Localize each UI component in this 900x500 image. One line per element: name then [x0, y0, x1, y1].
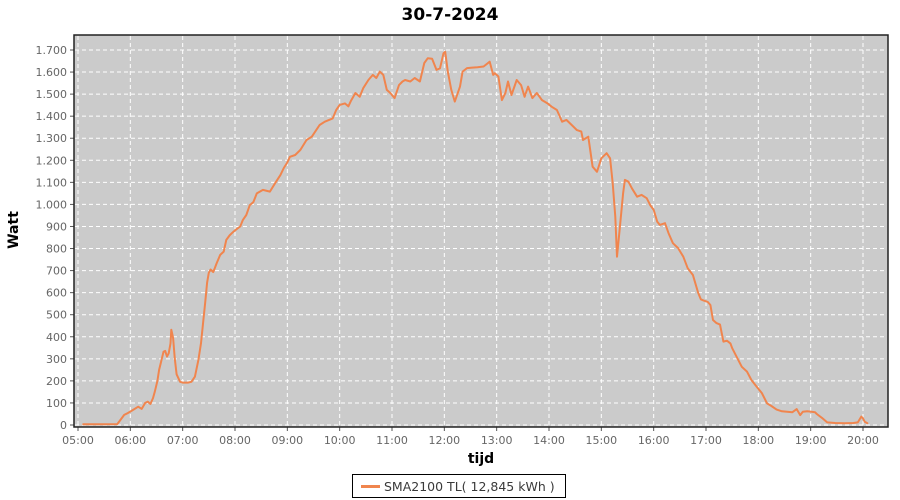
svg-text:0: 0	[60, 419, 67, 432]
svg-text:15:00: 15:00	[585, 434, 617, 447]
svg-text:1.700: 1.700	[36, 44, 68, 57]
svg-text:13:00: 13:00	[481, 434, 513, 447]
svg-text:1.500: 1.500	[36, 88, 68, 101]
svg-text:16:00: 16:00	[638, 434, 670, 447]
svg-text:20:00: 20:00	[847, 434, 879, 447]
svg-text:700: 700	[46, 265, 67, 278]
chart-title: 30-7-2024	[401, 5, 499, 25]
svg-text:400: 400	[46, 331, 67, 344]
svg-text:18:00: 18:00	[742, 434, 774, 447]
svg-text:1.000: 1.000	[36, 198, 68, 211]
svg-text:800: 800	[46, 243, 67, 256]
svg-text:14:00: 14:00	[533, 434, 565, 447]
svg-text:1.600: 1.600	[36, 66, 68, 79]
legend-series-label: SMA2100 TL( 12,845 kWh )	[384, 478, 555, 494]
svg-text:1.200: 1.200	[36, 154, 68, 167]
svg-text:12:00: 12:00	[428, 434, 460, 447]
svg-text:19:00: 19:00	[795, 434, 827, 447]
svg-text:1.300: 1.300	[36, 132, 68, 145]
svg-text:11:00: 11:00	[376, 434, 408, 447]
svg-text:500: 500	[46, 309, 67, 322]
svg-text:600: 600	[46, 287, 67, 300]
svg-text:900: 900	[46, 220, 67, 233]
svg-text:07:00: 07:00	[167, 434, 199, 447]
svg-text:100: 100	[46, 397, 67, 410]
svg-text:06:00: 06:00	[114, 434, 146, 447]
svg-text:05:00: 05:00	[62, 434, 94, 447]
legend-line-icon	[361, 484, 380, 488]
legend: SMA2100 TL( 12,845 kWh )	[352, 474, 566, 498]
x-axis-title: tijd	[467, 451, 495, 467]
svg-text:09:00: 09:00	[271, 434, 303, 447]
y-axis-title: Watt	[6, 211, 22, 249]
svg-text:10:00: 10:00	[324, 434, 356, 447]
svg-text:17:00: 17:00	[690, 434, 722, 447]
svg-text:08:00: 08:00	[219, 434, 251, 447]
svg-text:1.400: 1.400	[36, 110, 68, 123]
svg-text:200: 200	[46, 375, 67, 388]
svg-text:300: 300	[46, 353, 67, 366]
svg-text:1.100: 1.100	[36, 176, 68, 189]
